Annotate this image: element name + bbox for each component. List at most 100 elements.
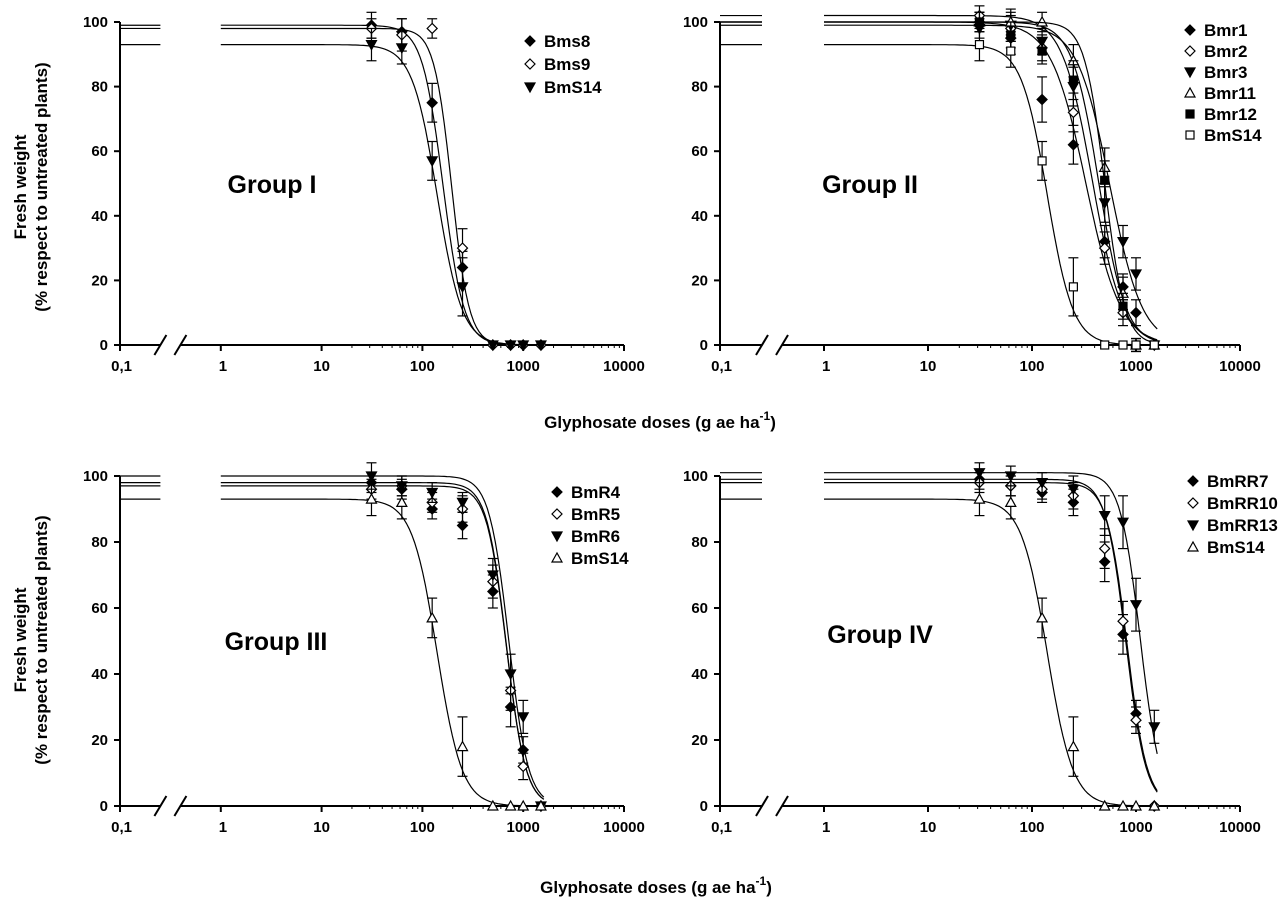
chart-panels: 0 20 40 60 80 100 0,1 1 10 100 1000 10000 Group IBms… — [83, 5, 1278, 836]
x-tick-label: 100 — [410, 819, 435, 836]
data-point — [504, 669, 517, 681]
legend-label: BmS14 — [1207, 538, 1265, 557]
x-tick-label: 10000 — [1219, 819, 1261, 836]
legend-label: BmS14 — [571, 549, 629, 568]
x-tick-label: 1 — [822, 358, 830, 375]
data-point — [1068, 75, 1078, 85]
data-point — [426, 611, 439, 623]
axis-break-mark — [755, 334, 769, 356]
data-point — [1037, 46, 1047, 56]
legend-marker — [1186, 540, 1200, 552]
x-tick-label: 0,1 — [711, 819, 732, 836]
legend-marker — [1183, 86, 1197, 98]
x-axis-title-bottom-close: ) — [766, 878, 772, 897]
x-tick-label: 1000 — [507, 819, 540, 836]
x-tick-label: 100 — [410, 358, 435, 375]
axis-break-mark — [775, 334, 789, 356]
legend-label: BmRR13 — [1207, 516, 1278, 535]
fit-curve — [220, 485, 545, 800]
y-tick-label: 0 — [100, 798, 108, 815]
data-point — [974, 40, 985, 50]
panel-1: 0 20 40 60 80 100 0,1 1 10 100 1000 10000 Group I Bms… — [83, 11, 645, 375]
y-tick-label: 40 — [691, 208, 708, 225]
data-point — [426, 156, 439, 168]
y-tick-label: 80 — [91, 79, 108, 96]
legend-label: BmR6 — [571, 527, 620, 546]
x-tick-label: 10000 — [603, 819, 645, 836]
x-tick-label: 10 — [313, 358, 330, 375]
data-point — [517, 712, 530, 724]
data-point — [1098, 511, 1111, 522]
data-point — [1118, 301, 1128, 311]
legend-label: BmRR7 — [1207, 472, 1268, 491]
x-tick-label: 1 — [219, 358, 227, 375]
data-point — [1068, 282, 1078, 292]
data-point — [1131, 340, 1141, 350]
legend-marker — [551, 486, 563, 498]
fit-curve — [220, 498, 544, 807]
data-point — [504, 799, 517, 811]
fit-curve — [824, 24, 1158, 330]
x-tick-label: 1 — [219, 819, 227, 836]
data-point — [1036, 611, 1049, 623]
x-tick-label: 10 — [920, 358, 937, 375]
data-point — [1098, 242, 1111, 254]
fit-curve — [824, 472, 1158, 755]
x-axis-title-top-superscript: -1 — [760, 409, 771, 423]
legend-marker — [550, 531, 564, 543]
data-point — [1067, 138, 1080, 151]
series-Bmr1: Bmr1 — [720, 11, 1247, 351]
x-tick-label: 10 — [920, 819, 937, 836]
data-point — [456, 497, 469, 509]
panel-4: 0 20 40 60 80 100 0,1 1 10 100 1000 10000 Group IV Bm… — [683, 462, 1278, 836]
series-Bms9: Bms9 — [120, 18, 590, 351]
y-tick-label: 60 — [691, 600, 708, 617]
data-point — [1117, 615, 1129, 628]
data-point — [1130, 714, 1142, 727]
y-tick-label: 80 — [91, 534, 108, 551]
panel-3: 0 20 40 60 80 100 0,1 1 10 100 1000 10000 Group III B… — [83, 462, 645, 836]
x-tick-label: 1000 — [507, 358, 540, 375]
data-point — [1036, 478, 1049, 489]
series-Bmr2: Bmr2 — [720, 5, 1247, 353]
group-label: Group I — [228, 171, 317, 199]
fit-curve — [220, 482, 545, 800]
legend-marker — [523, 82, 537, 94]
series-BmR5: BmR5 — [120, 475, 620, 812]
legend-label: BmS14 — [1204, 126, 1262, 145]
data-point — [1116, 237, 1130, 248]
y-tick-label: 20 — [691, 272, 708, 289]
data-point — [395, 43, 408, 55]
data-point — [1036, 15, 1049, 27]
data-point — [486, 340, 499, 352]
data-point — [974, 17, 985, 27]
legend-label: Bmr11 — [1204, 84, 1256, 103]
data-point — [1148, 722, 1161, 734]
data-point — [1036, 93, 1048, 106]
axis-break-mark — [775, 795, 789, 817]
data-point — [1067, 740, 1080, 752]
legend-marker — [1185, 109, 1195, 119]
data-point — [486, 570, 499, 582]
x-tick-label: 1 — [822, 819, 830, 836]
data-point — [365, 40, 378, 51]
data-point — [1130, 306, 1142, 319]
legend-marker — [1187, 497, 1199, 509]
legend-label: BmS14 — [544, 78, 602, 97]
legend-label: Bmr1 — [1204, 21, 1247, 40]
x-tick-label: 100 — [1019, 819, 1044, 836]
data-point — [1037, 156, 1047, 166]
data-point — [1129, 269, 1143, 281]
fit-curve — [824, 498, 1158, 807]
data-point — [1116, 517, 1130, 529]
series-BmS14: BmS14 — [720, 27, 1262, 350]
legend-label: BmRR10 — [1207, 494, 1278, 513]
legend-marker — [1185, 130, 1195, 140]
data-point — [973, 492, 986, 504]
data-point — [456, 242, 469, 254]
data-point — [1148, 799, 1161, 811]
legend-label: BmR5 — [571, 505, 620, 524]
y-tick-label: 40 — [691, 666, 708, 683]
data-point — [517, 760, 530, 773]
data-point — [456, 282, 469, 294]
